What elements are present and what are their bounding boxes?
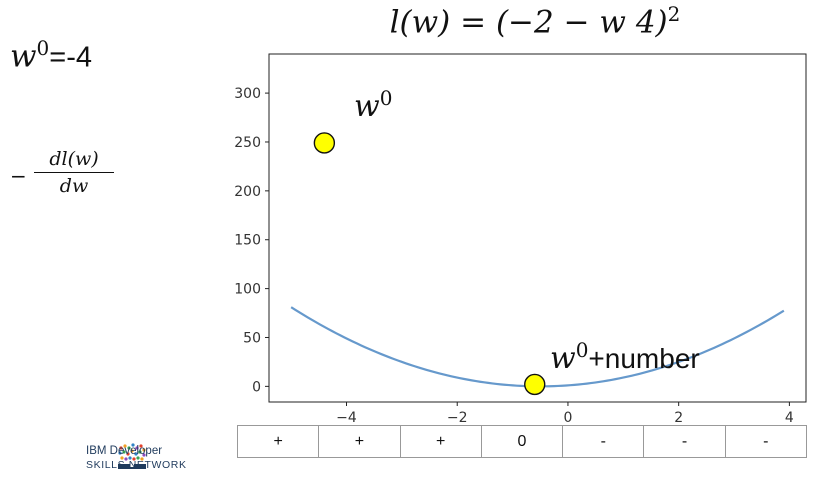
- gradient-sign-table: + + + 0 - - -: [237, 425, 807, 458]
- y-tick-label: 250: [234, 135, 261, 151]
- initial-weight-var: w: [10, 38, 37, 75]
- y-tick-label: 50: [243, 330, 261, 346]
- annotation-w0-var: w: [354, 89, 380, 124]
- equation-exponent: 2: [667, 2, 681, 26]
- initial-weight-sup: 0: [36, 36, 50, 60]
- sign-cell: -: [763, 432, 769, 450]
- skills-network-logo-icon: [118, 443, 146, 469]
- annotation-w0p-rest: +number: [588, 343, 700, 374]
- x-tick-label: 4: [785, 410, 794, 426]
- sign-cell: +: [238, 426, 320, 457]
- loss-chart: 0 50 100 150 200 250 300 −4 −2 0 2 4: [234, 53, 807, 426]
- logo-line-1: IBM Developer: [86, 445, 163, 457]
- annotation-w0-sup: 0: [379, 86, 393, 110]
- y-tick-label: 0: [252, 379, 261, 395]
- gradient-denominator: dw: [59, 175, 89, 197]
- y-tick-label: 100: [234, 282, 261, 298]
- annotation-w0p-sup: 0: [575, 338, 589, 362]
- x-tick-label: −4: [336, 410, 357, 426]
- sign-cell: -: [644, 426, 726, 457]
- equation-rhs: (−2 − w 4): [495, 4, 668, 41]
- y-tick-label: 200: [234, 184, 261, 200]
- gradient-numerator: dl(w): [34, 148, 114, 173]
- gradient-minus: −: [10, 164, 27, 188]
- equation-title: l(w) = (−2 − w 4)2: [389, 2, 681, 41]
- gradient-fraction: dl(w) dw: [34, 148, 114, 197]
- sign-cell: +: [401, 426, 482, 457]
- x-tick-label: 2: [674, 410, 683, 426]
- x-tick-label: −2: [447, 410, 468, 426]
- initial-weight-value: =-4: [49, 41, 93, 74]
- skills-network-logo-text: IBM Developer SKILLS NETWORK: [86, 444, 187, 472]
- point-w0: [313, 132, 336, 154]
- sign-cell: 0: [482, 426, 564, 457]
- equation-lhs: l(w): [389, 4, 451, 41]
- annotation-w0p-var: w: [550, 341, 576, 376]
- y-tick-label: 150: [234, 233, 261, 249]
- logo-line-2: SKILLS NETWORK: [86, 459, 187, 471]
- sign-cell: -: [563, 426, 645, 457]
- plot-frame: [268, 53, 807, 403]
- initial-weight-label: w0=-4: [10, 36, 92, 74]
- annotation-w0: w0: [354, 86, 392, 124]
- x-tick-label: 0: [563, 410, 572, 426]
- annotation-w0-plus-number: w0+number: [550, 338, 700, 376]
- sign-cell: +: [319, 426, 401, 457]
- point-w0-plus-number: [524, 373, 546, 396]
- y-tick-label: 300: [234, 86, 261, 102]
